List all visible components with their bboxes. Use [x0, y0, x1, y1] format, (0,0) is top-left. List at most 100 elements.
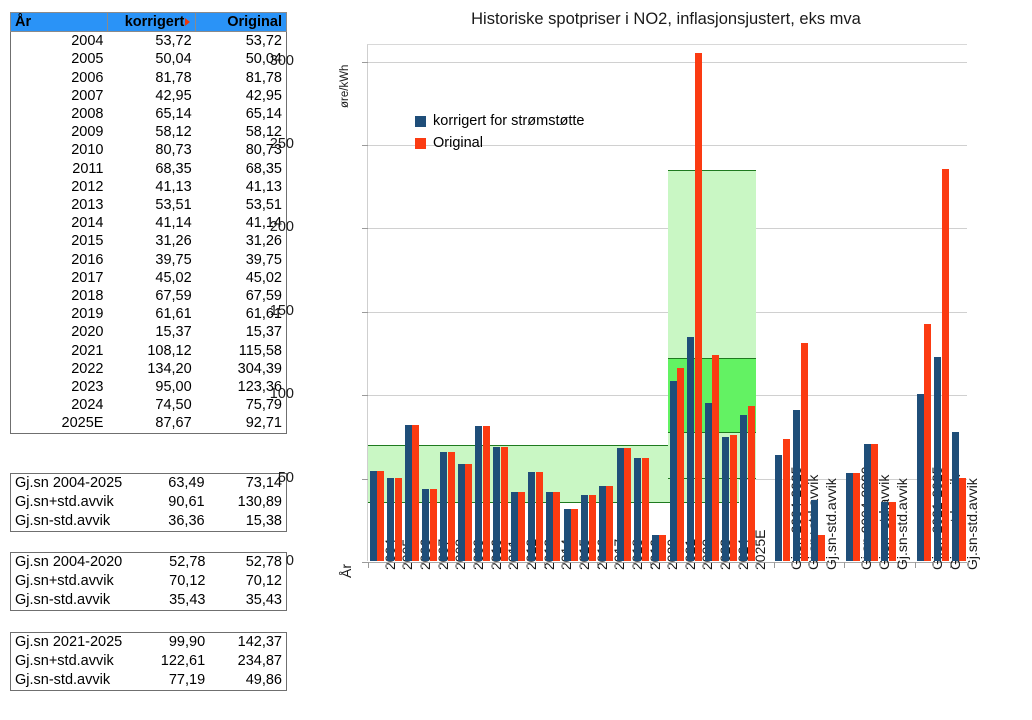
- chart-bar[interactable]: [934, 356, 942, 561]
- cell-original[interactable]: 61,61: [245, 306, 282, 323]
- chart-bar[interactable]: [747, 406, 755, 561]
- chart-bar[interactable]: [510, 492, 518, 561]
- chart-bar[interactable]: [951, 432, 959, 561]
- chart-bar[interactable]: [818, 535, 826, 561]
- stat-label[interactable]: Gj.sn-std.avvik: [15, 592, 111, 608]
- cell-original[interactable]: 81,78: [245, 69, 282, 86]
- cell-year[interactable]: 2014: [71, 215, 104, 232]
- cell-original[interactable]: 115,58: [238, 342, 282, 359]
- stat-original[interactable]: 15,38: [245, 513, 282, 529]
- stat-original[interactable]: 142,37: [237, 634, 282, 650]
- cell-original[interactable]: 65,14: [245, 106, 282, 123]
- cell-corrected[interactable]: 39,75: [155, 251, 192, 268]
- cell-corrected[interactable]: 41,13: [155, 178, 192, 195]
- stat-original[interactable]: 49,86: [245, 672, 282, 688]
- cell-year[interactable]: 2017: [71, 269, 104, 286]
- cell-corrected[interactable]: 74,50: [155, 397, 192, 414]
- chart-bar[interactable]: [959, 477, 967, 561]
- cell-year[interactable]: 2025E: [61, 415, 104, 432]
- stat-corrected[interactable]: 52,78: [169, 554, 206, 570]
- stat-corrected[interactable]: 122,61: [160, 653, 206, 669]
- cell-year[interactable]: 2013: [71, 197, 104, 214]
- stat-corrected[interactable]: 90,61: [168, 494, 205, 510]
- stat-label[interactable]: Gj.sn 2021-2025: [15, 634, 123, 650]
- cell-corrected[interactable]: 80,73: [155, 142, 192, 159]
- cell-year[interactable]: 2023: [71, 379, 104, 396]
- chart-bar[interactable]: [563, 508, 571, 561]
- chart-bar[interactable]: [793, 409, 801, 561]
- cell-corrected[interactable]: 45,02: [155, 269, 192, 286]
- chart-bar[interactable]: [465, 464, 473, 561]
- chart-bar[interactable]: [588, 494, 596, 561]
- cell-original[interactable]: 41,13: [245, 178, 282, 195]
- chart-bar[interactable]: [616, 448, 624, 561]
- cell-year[interactable]: 2005: [71, 51, 104, 68]
- chart-bar[interactable]: [624, 448, 632, 561]
- cell-original[interactable]: 92,71: [245, 415, 282, 432]
- chart-bar[interactable]: [677, 368, 684, 561]
- cell-corrected[interactable]: 50,04: [155, 51, 192, 68]
- cell-year[interactable]: 2019: [71, 306, 104, 323]
- cell-year[interactable]: 2022: [71, 360, 104, 377]
- chart-bar[interactable]: [651, 535, 659, 561]
- stat-original[interactable]: 52,78: [245, 554, 282, 570]
- cell-year[interactable]: 2021: [71, 342, 104, 359]
- chart-bar[interactable]: [447, 452, 455, 561]
- chart-bar[interactable]: [606, 485, 614, 561]
- chart-bar[interactable]: [871, 444, 879, 561]
- cell-corrected[interactable]: 53,51: [155, 197, 192, 214]
- cell-corrected[interactable]: 15,37: [155, 324, 192, 341]
- cell-original[interactable]: 80,73: [245, 142, 282, 159]
- chart-bar[interactable]: [853, 472, 861, 561]
- chart-bar[interactable]: [429, 489, 437, 561]
- chart-bar[interactable]: [422, 489, 430, 561]
- cell-original[interactable]: 31,26: [245, 233, 282, 250]
- cell-corrected[interactable]: 65,14: [155, 106, 192, 123]
- cell-original[interactable]: 50,04: [245, 51, 282, 68]
- chart-bar[interactable]: [845, 472, 853, 561]
- chart-bar[interactable]: [722, 436, 730, 561]
- header-year[interactable]: År: [10, 11, 108, 33]
- cell-corrected[interactable]: 108,12: [147, 342, 192, 359]
- chart-bar[interactable]: [528, 471, 536, 561]
- cell-corrected[interactable]: 134,20: [147, 360, 192, 377]
- stat-original[interactable]: 130,89: [237, 494, 282, 510]
- cell-original[interactable]: 41,14: [245, 215, 282, 232]
- chart-bar[interactable]: [775, 455, 783, 561]
- chart-bar[interactable]: [924, 323, 932, 561]
- chart-bar[interactable]: [669, 380, 677, 561]
- cell-original[interactable]: 45,02: [245, 269, 282, 286]
- chart-bar[interactable]: [387, 477, 395, 561]
- cell-original[interactable]: 42,95: [245, 87, 282, 104]
- cell-corrected[interactable]: 81,78: [155, 69, 192, 86]
- chart-bar[interactable]: [404, 424, 412, 561]
- chart-bar[interactable]: [694, 53, 702, 561]
- chart-bar[interactable]: [475, 426, 483, 561]
- chart-bar[interactable]: [729, 434, 737, 561]
- cell-corrected[interactable]: 58,12: [155, 124, 192, 141]
- stat-original[interactable]: 73,14: [245, 475, 282, 491]
- cell-year[interactable]: 2012: [71, 178, 104, 195]
- stat-original[interactable]: 70,12: [245, 573, 282, 589]
- cell-year[interactable]: 2015: [71, 233, 104, 250]
- cell-corrected[interactable]: 68,35: [155, 160, 192, 177]
- chart-bar[interactable]: [800, 342, 808, 561]
- cell-year[interactable]: 2006: [71, 69, 104, 86]
- chart-bar[interactable]: [535, 471, 543, 561]
- cell-year[interactable]: 2004: [71, 33, 104, 50]
- chart-bar[interactable]: [712, 355, 720, 561]
- cell-original[interactable]: 75,79: [245, 397, 282, 414]
- chart-bar[interactable]: [916, 394, 924, 561]
- stat-corrected[interactable]: 35,43: [169, 592, 206, 608]
- chart-bar[interactable]: [941, 169, 949, 561]
- cell-corrected[interactable]: 41,14: [155, 215, 192, 232]
- cell-year[interactable]: 2010: [71, 142, 104, 159]
- chart-bar[interactable]: [881, 501, 889, 561]
- cell-year[interactable]: 2011: [72, 160, 104, 177]
- chart-bar[interactable]: [863, 444, 871, 561]
- chart-bar[interactable]: [888, 501, 896, 561]
- cell-year[interactable]: 2008: [71, 106, 104, 123]
- chart-bar[interactable]: [412, 424, 420, 561]
- stat-label[interactable]: Gj.sn-std.avvik: [15, 513, 111, 529]
- cell-corrected[interactable]: 95,00: [155, 379, 192, 396]
